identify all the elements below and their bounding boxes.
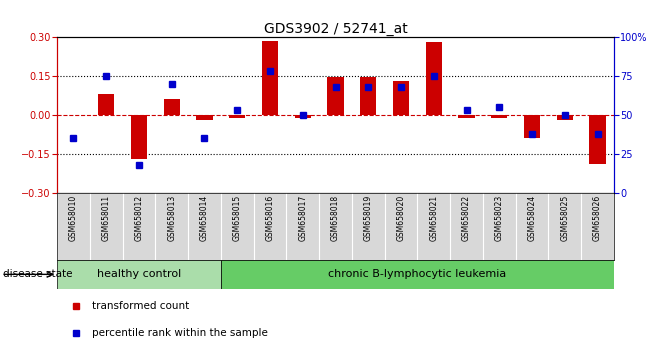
Text: chronic B-lymphocytic leukemia: chronic B-lymphocytic leukemia: [328, 269, 507, 279]
Bar: [131, 115, 147, 159]
Text: GSM658017: GSM658017: [298, 195, 307, 241]
Text: GSM658016: GSM658016: [266, 195, 274, 241]
Text: GSM658025: GSM658025: [560, 195, 569, 241]
Bar: [524, 115, 540, 138]
Text: GSM658021: GSM658021: [429, 195, 438, 241]
Bar: [98, 94, 114, 115]
Text: GSM658010: GSM658010: [69, 195, 78, 241]
Text: disease state: disease state: [3, 269, 73, 279]
Bar: [491, 115, 507, 118]
Bar: [57, 260, 221, 289]
Text: GSM658023: GSM658023: [495, 195, 504, 241]
Text: healthy control: healthy control: [97, 269, 181, 279]
Text: GSM658020: GSM658020: [397, 195, 405, 241]
Title: GDS3902 / 52741_at: GDS3902 / 52741_at: [264, 22, 407, 36]
Text: GSM658024: GSM658024: [527, 195, 537, 241]
Text: GSM658018: GSM658018: [331, 195, 340, 241]
Bar: [360, 78, 376, 115]
Text: GSM658014: GSM658014: [200, 195, 209, 241]
Text: GSM658019: GSM658019: [364, 195, 373, 241]
Bar: [262, 41, 278, 115]
Bar: [221, 260, 614, 289]
Text: GSM658011: GSM658011: [102, 195, 111, 241]
Text: GSM658013: GSM658013: [167, 195, 176, 241]
Text: GSM658015: GSM658015: [233, 195, 242, 241]
Bar: [229, 115, 246, 118]
Text: GSM658012: GSM658012: [134, 195, 144, 241]
Text: transformed count: transformed count: [92, 301, 189, 311]
Bar: [164, 99, 180, 115]
Bar: [557, 115, 573, 120]
Text: GSM658026: GSM658026: [593, 195, 602, 241]
Bar: [327, 78, 344, 115]
Bar: [425, 42, 442, 115]
Text: percentile rank within the sample: percentile rank within the sample: [92, 328, 268, 338]
Bar: [589, 115, 606, 164]
Bar: [295, 115, 311, 118]
Bar: [197, 115, 213, 120]
Bar: [393, 81, 409, 115]
Bar: [458, 115, 475, 118]
Text: GSM658022: GSM658022: [462, 195, 471, 241]
